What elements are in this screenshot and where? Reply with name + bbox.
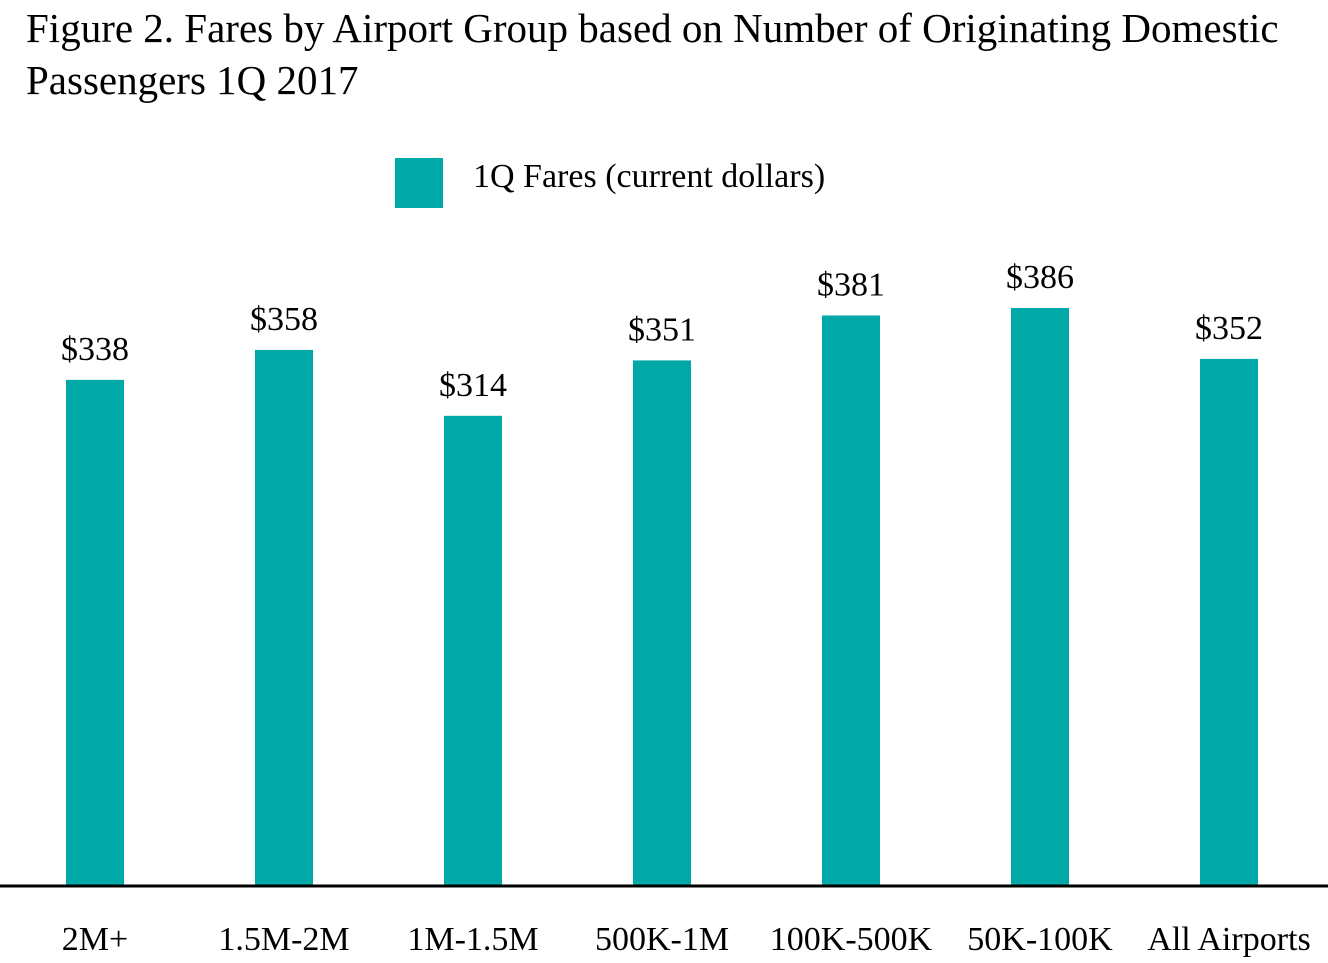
data-label-6: $352 (1195, 310, 1263, 347)
legend-label: 1Q Fares (current dollars) (473, 158, 826, 195)
bar-6 (1200, 358, 1258, 886)
legend: 1Q Fares (current dollars) (395, 158, 825, 208)
x-tick-label-6: All Airports (1147, 921, 1310, 958)
data-label-3: $351 (628, 311, 696, 348)
chart-title: Figure 2. Fares by Airport Group based o… (26, 5, 1279, 103)
x-tick-label-1: 1.5M-2M (218, 921, 349, 958)
bar-4 (822, 315, 880, 886)
bar-0 (66, 379, 124, 886)
tick-labels-group: 2M+ 1.5M-2M 1M-1.5M 500K-1M 100K-500K 50K-100… (62, 921, 1311, 958)
data-label-4: $381 (817, 266, 885, 303)
data-label-5: $386 (1006, 259, 1074, 296)
x-tick-label-4: 100K-500K (770, 921, 933, 958)
legend-swatch (395, 158, 443, 208)
bars-group (66, 308, 1258, 887)
bar-5 (1011, 308, 1069, 886)
x-tick-label-0: 2M+ (62, 921, 128, 958)
bar-3 (633, 360, 691, 887)
data-label-0: $338 (61, 331, 129, 368)
bar-1 (255, 349, 313, 886)
x-tick-label-2: 1M-1.5M (407, 921, 538, 958)
data-label-2: $314 (439, 367, 507, 404)
data-label-1: $358 (250, 301, 318, 338)
x-tick-label-3: 500K-1M (595, 921, 729, 958)
bar-2 (444, 415, 502, 886)
data-labels-group: $338 $358 $314 $351 $381 $386 $352 (61, 259, 1263, 404)
x-tick-label-5: 50K-100K (967, 921, 1113, 958)
